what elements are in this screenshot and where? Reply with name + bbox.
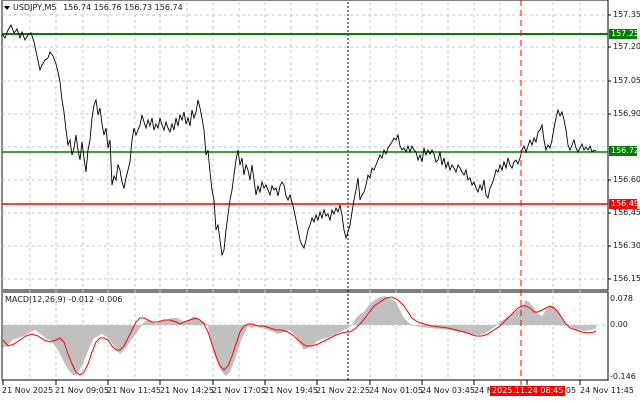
triangle-down-icon[interactable] <box>4 6 10 10</box>
time-label: 24 Nov 03:45 <box>421 386 475 395</box>
level-tag-upper-green: 157.25 <box>609 29 639 39</box>
price-tick: 156.45 <box>613 208 640 217</box>
price-tick: 156.60 <box>613 175 640 184</box>
price-tick: 156.30 <box>613 241 640 250</box>
price-tick: 156.15 <box>613 274 640 283</box>
time-label: 21 Nov 19:45 <box>264 386 318 395</box>
price-tick: 157.05 <box>613 76 640 85</box>
price-tick: 157.20 <box>613 42 640 51</box>
time-label: 21 Nov 09:05 <box>55 386 109 395</box>
time-label: 24 Nov 11:45 <box>580 386 634 395</box>
price-tick: 156.90 <box>613 109 640 118</box>
level-tag-red: 156.49 <box>609 199 639 209</box>
time-label: 21 Nov 22:25 <box>316 386 370 395</box>
chart-title: USDJPY,M5 156.74 156.76 156.73 156.74 <box>13 3 183 13</box>
macd-tick: -0.146 <box>610 372 636 381</box>
time-label: 21 Nov 2025 <box>2 386 54 395</box>
price-line <box>1 23 597 257</box>
level-tag-mid-green: 156.72 <box>609 146 639 156</box>
time-label: 21 Nov 11:45 <box>107 386 161 395</box>
crosshair-time-tag: 2025.11.24 08:45 <box>490 386 566 396</box>
time-label: 21 Nov 17:05 <box>212 386 266 395</box>
price-pane <box>1 0 609 291</box>
macd-histogram <box>3 296 596 376</box>
macd-tick: 0.078 <box>610 294 633 303</box>
price-tick: 157.35 <box>613 10 640 19</box>
macd-signal-line <box>2 296 597 376</box>
symbol-label: USDJPY,M5 <box>13 3 57 12</box>
macd-label: MACD(12,26,9) -0.012 -0.006 <box>5 295 123 304</box>
time-label: 24 N <box>474 386 493 395</box>
time-label: 24 Nov 01:05 <box>369 386 423 395</box>
time-label: 21 Nov 14:25 <box>160 386 214 395</box>
ohlc-values: 156.74 156.76 156.73 156.74 <box>63 3 183 12</box>
macd-tick: 0.00 <box>610 320 628 329</box>
